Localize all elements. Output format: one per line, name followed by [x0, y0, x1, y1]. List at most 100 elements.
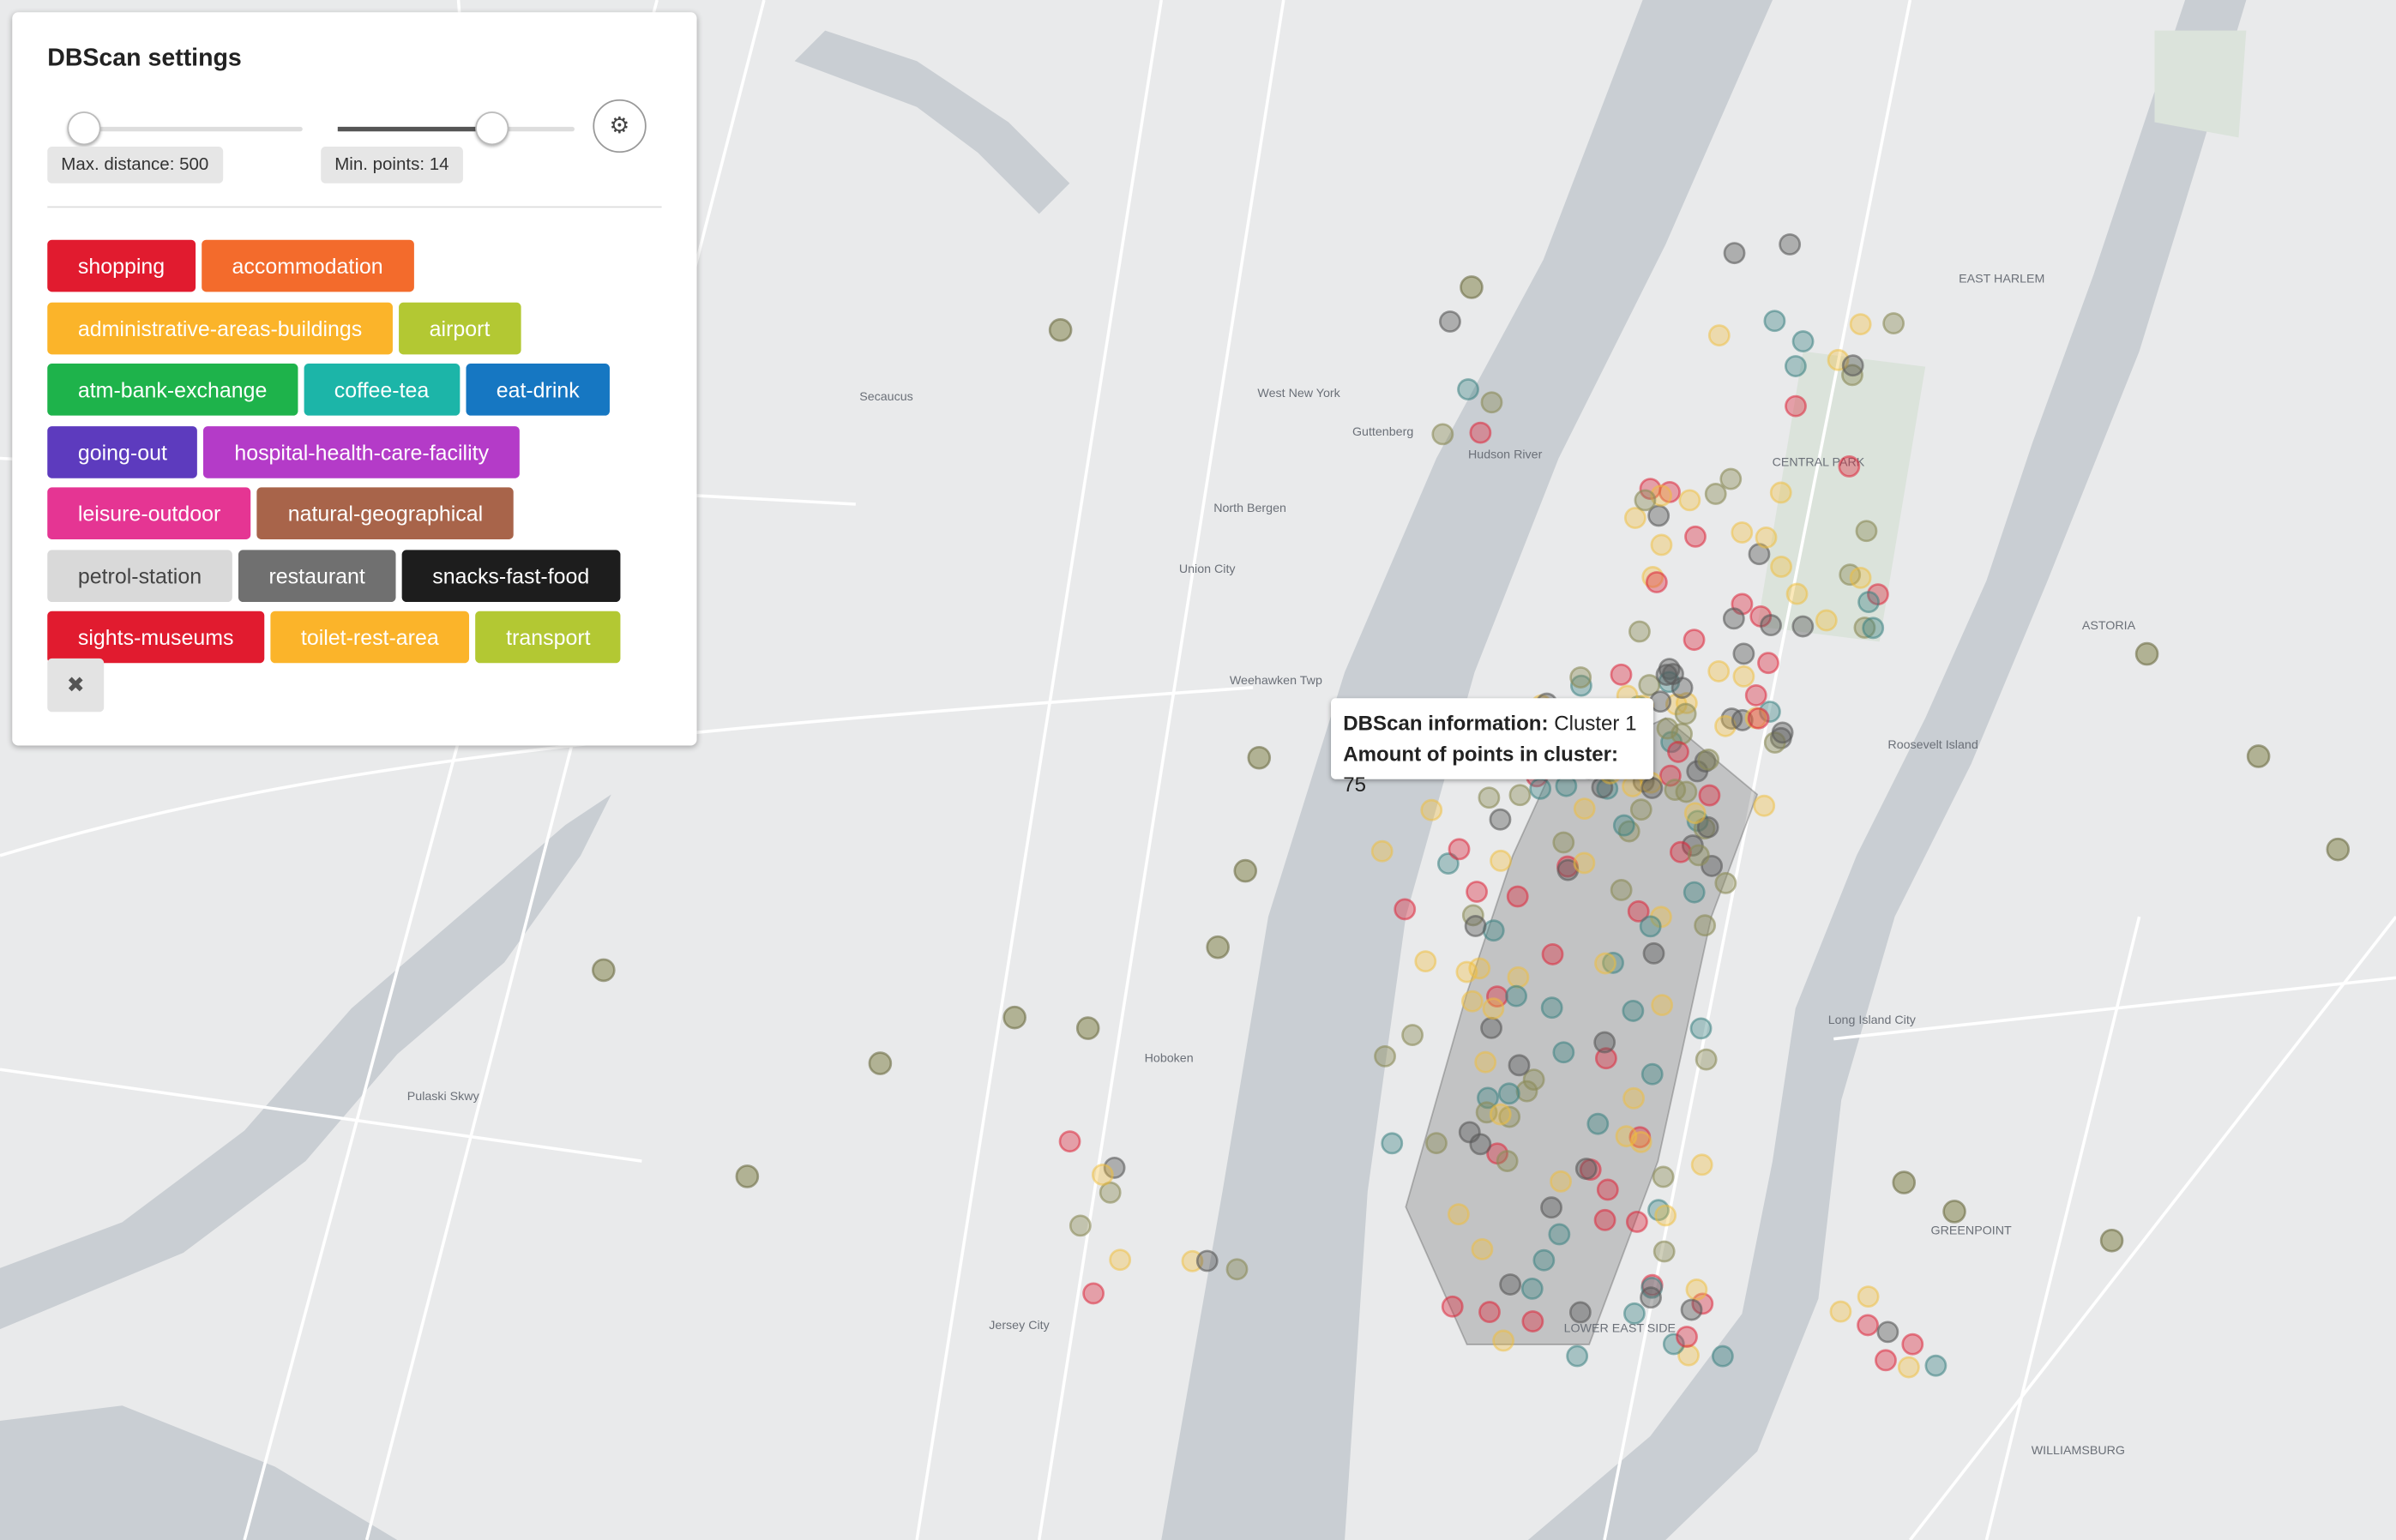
poi-marker	[2099, 1228, 2124, 1253]
poi-marker	[1629, 798, 1653, 821]
poi-marker	[1683, 881, 1706, 904]
category-button[interactable]: going-out	[47, 425, 198, 478]
settings-button[interactable]: ⚙	[593, 99, 647, 153]
poi-marker	[1058, 1130, 1081, 1153]
poi-marker	[1875, 1349, 1897, 1372]
tooltip-key: DBScan information:	[1343, 712, 1549, 736]
poi-marker	[1857, 1285, 1880, 1308]
poi-marker	[1662, 1332, 1685, 1356]
poi-marker	[1474, 1050, 1497, 1074]
category-button[interactable]: leisure-outdoor	[47, 487, 251, 539]
poi-marker	[1480, 1016, 1502, 1039]
close-button[interactable]: ✖	[47, 658, 105, 713]
poi-marker	[1103, 1156, 1126, 1179]
poi-marker	[1370, 839, 1394, 863]
category-button[interactable]: coffee-tea	[304, 364, 460, 416]
category-button[interactable]: snacks-fast-food	[401, 549, 620, 602]
points-knob[interactable]	[475, 111, 509, 146]
divider	[47, 206, 662, 208]
poi-marker	[1489, 1103, 1512, 1126]
poi-marker	[1707, 659, 1731, 683]
poi-marker	[1785, 582, 1809, 605]
points-slider[interactable]	[337, 126, 575, 132]
tooltip-line: DBScan information: Cluster 1	[1343, 709, 1640, 740]
distance-slider[interactable]	[69, 126, 303, 132]
category-button[interactable]: atm-bank-exchange	[47, 364, 298, 416]
poi-marker	[592, 958, 616, 983]
poi-marker	[1550, 1170, 1572, 1193]
poi-marker	[1755, 526, 1778, 549]
map-label: Jersey City	[989, 1319, 1050, 1332]
poi-marker	[1401, 1024, 1424, 1046]
category-button[interactable]: eat-drink	[466, 364, 611, 416]
category-button[interactable]: sights-museums	[47, 611, 265, 664]
poi-marker	[1785, 394, 1807, 418]
poi-marker	[1770, 556, 1792, 578]
poi-marker	[1247, 745, 1272, 770]
tooltip: DBScan information: Cluster 1 Amount of …	[1331, 698, 1654, 796]
poi-marker	[1048, 318, 1073, 342]
category-list: shopping accommodation administrative-area…	[45, 237, 686, 670]
poi-marker	[1855, 520, 1878, 543]
poi-marker	[1468, 957, 1491, 980]
poi-marker	[1420, 798, 1443, 821]
poi-marker	[1586, 1112, 1610, 1135]
poi-marker	[1574, 1158, 1598, 1180]
poi-marker	[1069, 1214, 1092, 1237]
poi-marker	[1441, 1295, 1464, 1318]
category-button[interactable]: hospital-health-care-facility	[203, 425, 520, 478]
map-label: LOWER EAST SIDE	[1564, 1322, 1676, 1336]
poi-marker	[1857, 591, 1881, 614]
poi-marker	[1651, 994, 1674, 1017]
category-button[interactable]: toilet-rest-area	[270, 611, 470, 664]
poi-marker	[1876, 1320, 1899, 1344]
category-button[interactable]: airport	[399, 301, 521, 354]
poi-marker	[1732, 665, 1755, 688]
poi-marker	[1892, 1170, 1917, 1194]
tooltip-value: 75	[1343, 773, 1367, 797]
category-button[interactable]: administrative-areas-buildings	[47, 301, 393, 354]
poi-marker	[1882, 312, 1905, 335]
map-label: EAST HARLEM	[1959, 273, 2044, 286]
map-label: Union City	[1179, 562, 1237, 576]
poi-marker	[1091, 1164, 1114, 1186]
poi-marker	[1731, 521, 1754, 544]
poi-marker	[1540, 1196, 1562, 1219]
poi-marker	[1815, 609, 1838, 632]
category-button[interactable]: petrol-station	[47, 549, 232, 602]
poi-marker	[1838, 455, 1861, 478]
category-button[interactable]: natural-geographical	[257, 487, 514, 539]
distance-knob[interactable]	[67, 111, 101, 146]
category-button[interactable]: restaurant	[238, 549, 396, 602]
poi-marker	[1677, 1344, 1700, 1367]
poi-marker	[1505, 984, 1528, 1008]
category-button[interactable]: accommodation	[201, 239, 414, 292]
poi-marker	[1763, 310, 1786, 333]
category-button[interactable]: shopping	[47, 239, 196, 292]
poi-marker	[1622, 1302, 1646, 1325]
poi-marker	[2246, 744, 2271, 768]
poi-marker	[1683, 802, 1707, 825]
poi-marker	[1480, 391, 1503, 414]
poi-marker	[1520, 1277, 1544, 1300]
poi-marker	[1594, 952, 1616, 975]
poi-marker	[1612, 814, 1635, 837]
map-label: North Bergen	[1213, 502, 1286, 515]
poi-marker	[1645, 571, 1668, 593]
poi-marker	[1478, 1301, 1501, 1323]
poi-marker	[1671, 722, 1693, 745]
poi-marker	[1499, 1273, 1522, 1296]
poi-marker	[1675, 780, 1698, 803]
poi-marker	[1667, 740, 1689, 763]
poi-marker	[1628, 620, 1651, 643]
poi-marker	[1489, 808, 1512, 831]
poi-marker	[868, 1051, 893, 1075]
cluster-hull	[1405, 717, 1759, 1345]
poi-marker	[1594, 1047, 1617, 1070]
parks	[1757, 30, 2247, 642]
category-button[interactable]: transport	[475, 611, 622, 664]
map-label: WILLIAMSBURG	[2032, 1444, 2125, 1458]
poi-marker	[1695, 1048, 1718, 1071]
